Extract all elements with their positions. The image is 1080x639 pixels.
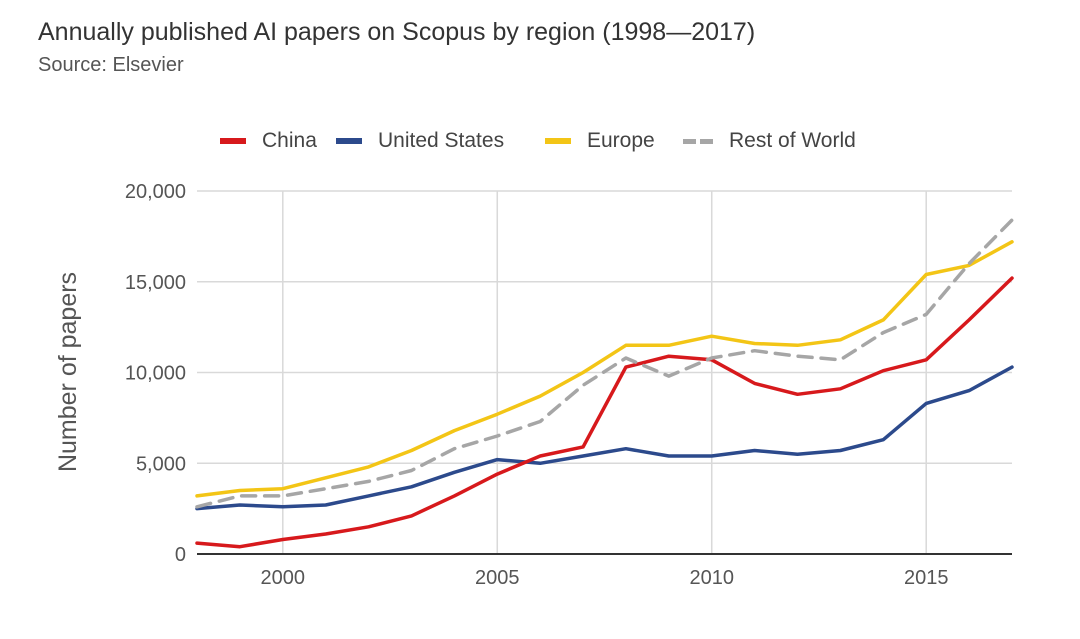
series-line-europe [195, 240, 1014, 498]
legend-item-europe: Europe [545, 126, 655, 156]
chart-legend: China United States Europe Rest of World [0, 126, 1080, 156]
legend-label-united-states: United States [378, 129, 505, 152]
series-lines [195, 218, 1014, 549]
y-tick-label: 10,000 [125, 363, 186, 385]
legend-label-rest-of-world: Rest of World [729, 129, 856, 152]
y-tick-label: 20,000 [125, 181, 186, 203]
x-tick-label: 2010 [689, 567, 734, 589]
chart-subtitle: Source: Elsevier [38, 54, 184, 76]
series-line-china [195, 276, 1014, 549]
series-line-rest-of-world [195, 218, 1014, 509]
x-tick-label: 2005 [475, 567, 520, 589]
legend-swatch-united-states [336, 138, 362, 144]
legend-swatch-china [220, 138, 246, 144]
tick-labels: 0 5,000 10,000 15,000 20,000 2000 2005 2010 2015… [54, 181, 948, 589]
legend-swatch-rest-of-world [683, 138, 713, 144]
y-tick-label: 5,000 [136, 453, 186, 475]
x-tick-label: 2015 [904, 567, 949, 589]
series-line-united-states [195, 365, 1014, 511]
y-tick-label: 0 [175, 544, 186, 566]
x-tick-label: 2000 [261, 567, 306, 589]
legend-label-china: China [262, 129, 317, 152]
legend-item-rest-of-world: Rest of World [683, 126, 856, 156]
legend-item-united-states: United States [336, 126, 504, 156]
legend-item-china: China [220, 126, 317, 156]
legend-swatch-europe [545, 138, 571, 144]
legend-label-europe: Europe [587, 129, 655, 152]
y-tick-label: 15,000 [125, 272, 186, 294]
y-axis-title: Number of papers [54, 272, 82, 472]
chart-title: Annually published AI papers on Scopus b… [38, 18, 756, 46]
